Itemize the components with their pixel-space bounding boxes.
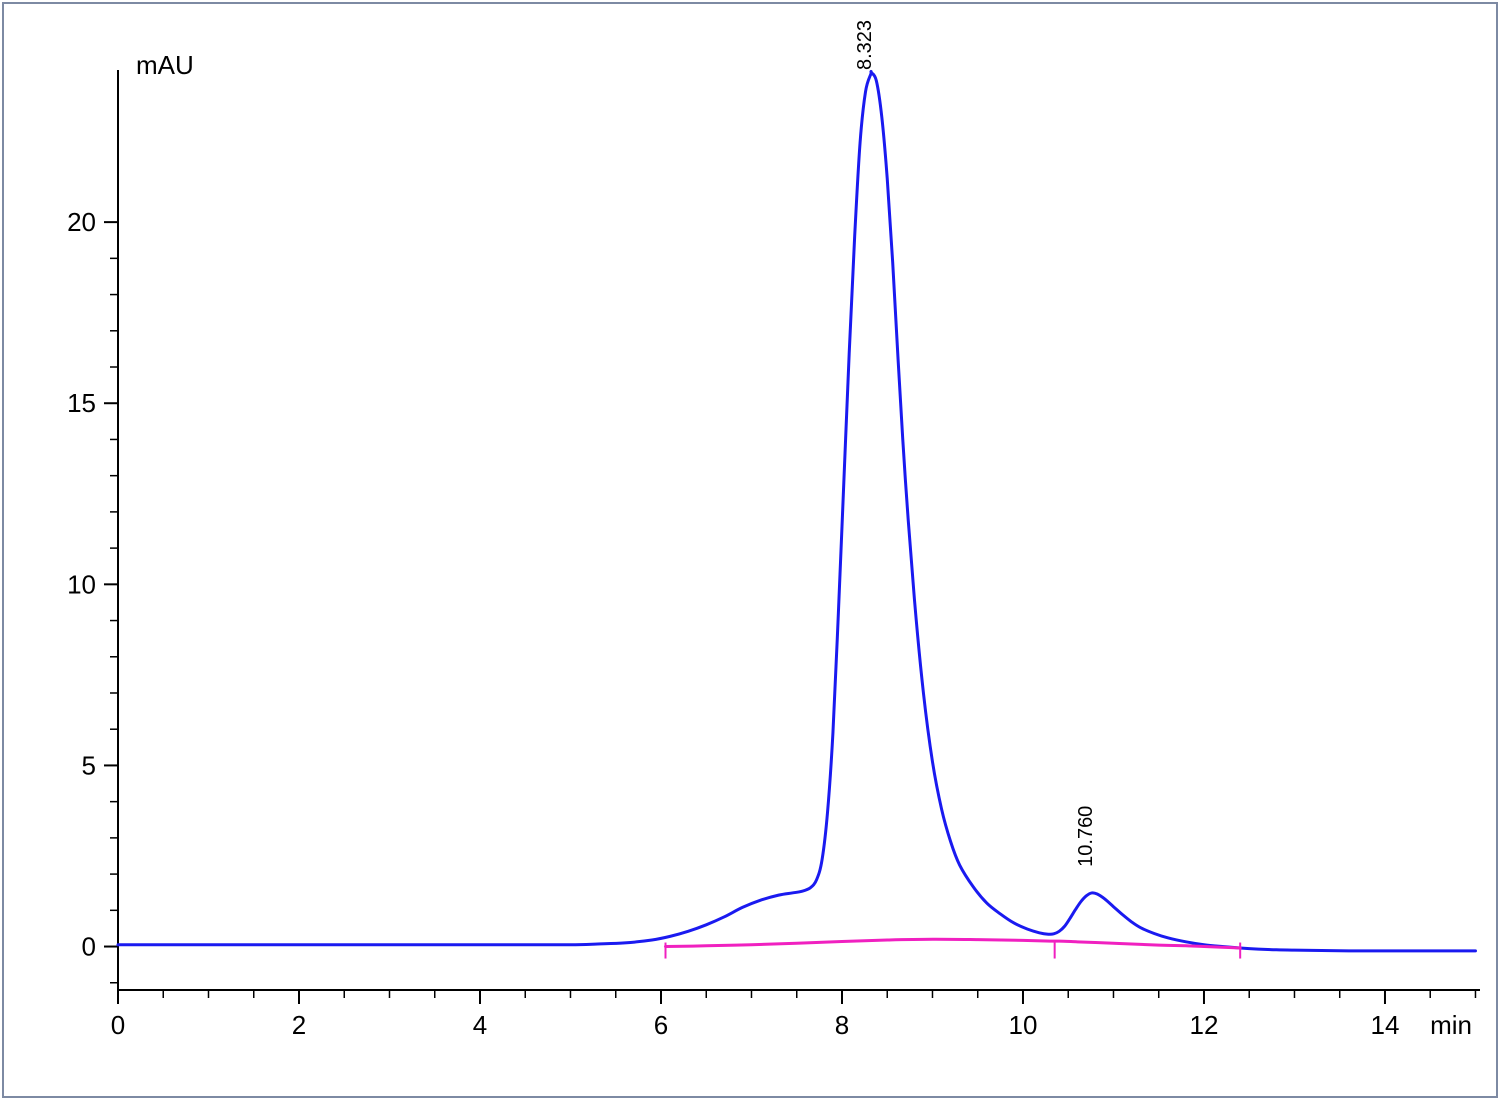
outer-frame [3, 3, 1497, 1097]
y-tick-label: 0 [82, 932, 96, 962]
x-tick-label: 12 [1190, 1010, 1219, 1040]
x-tick-label: 10 [1009, 1010, 1038, 1040]
y-tick-label: 5 [82, 750, 96, 780]
peak-label: 10.760 [1075, 806, 1097, 867]
series-baseline [666, 939, 1241, 948]
chart-svg: 0 5 10 15 20 mAU 0 2 4 6 8 10 12 14 min 8.323 10.760 [0, 0, 1500, 1100]
y-tick-label: 15 [67, 388, 96, 418]
x-tick-label: 2 [292, 1010, 306, 1040]
x-tick-label: 6 [654, 1010, 668, 1040]
series-signal [118, 71, 1475, 950]
y-tick-label: 10 [67, 569, 96, 599]
x-tick-label: 4 [473, 1010, 487, 1040]
y-axis-label: mAU [136, 50, 194, 80]
x-tick-label: 0 [111, 1010, 125, 1040]
x-axis-label: min [1430, 1010, 1472, 1040]
peak-label: 8.323 [854, 20, 876, 70]
chromatogram-chart: 0 5 10 15 20 mAU 0 2 4 6 8 10 12 14 min 8.323 10.760 [0, 0, 1500, 1100]
x-tick-label: 8 [835, 1010, 849, 1040]
axes [118, 70, 1480, 990]
y-tick-label: 20 [67, 207, 96, 237]
x-tick-label: 14 [1371, 1010, 1400, 1040]
